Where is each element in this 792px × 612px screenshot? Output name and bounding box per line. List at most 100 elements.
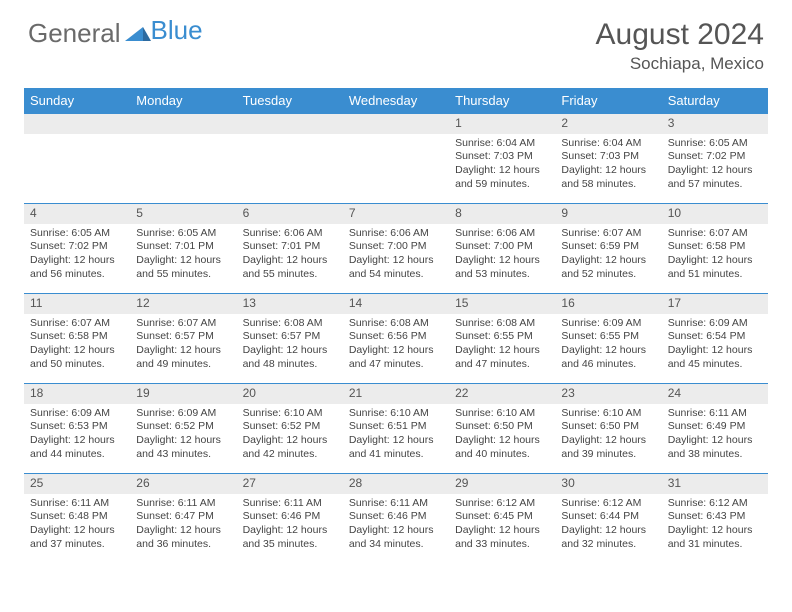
sunset: Sunset: 6:57 PM (136, 330, 230, 344)
day-number: 28 (343, 474, 449, 494)
day-header: Sunday (24, 88, 130, 114)
sunset: Sunset: 6:59 PM (561, 240, 655, 254)
calendar-head: SundayMondayTuesdayWednesdayThursdayFrid… (24, 88, 768, 114)
day-header: Wednesday (343, 88, 449, 114)
sunrise: Sunrise: 6:06 AM (243, 227, 337, 241)
calendar-cell: 7Sunrise: 6:06 AMSunset: 7:00 PMDaylight… (343, 204, 449, 294)
sunrise: Sunrise: 6:05 AM (136, 227, 230, 241)
sunrise: Sunrise: 6:11 AM (243, 497, 337, 511)
sunset: Sunset: 6:45 PM (455, 510, 549, 524)
calendar-cell: 30Sunrise: 6:12 AMSunset: 6:44 PMDayligh… (555, 474, 661, 564)
sunset: Sunset: 6:52 PM (136, 420, 230, 434)
cell-body: Sunrise: 6:11 AMSunset: 6:47 PMDaylight:… (130, 494, 236, 556)
sunset: Sunset: 7:01 PM (243, 240, 337, 254)
daylight: Daylight: 12 hours and 42 minutes. (243, 434, 337, 461)
calendar-cell: 16Sunrise: 6:09 AMSunset: 6:55 PMDayligh… (555, 294, 661, 384)
calendar-cell: 5Sunrise: 6:05 AMSunset: 7:01 PMDaylight… (130, 204, 236, 294)
logo: General Blue (28, 18, 203, 49)
sunrise: Sunrise: 6:09 AM (136, 407, 230, 421)
cell-body: Sunrise: 6:04 AMSunset: 7:03 PMDaylight:… (555, 134, 661, 196)
cell-body: Sunrise: 6:12 AMSunset: 6:45 PMDaylight:… (449, 494, 555, 556)
cell-body: Sunrise: 6:12 AMSunset: 6:44 PMDaylight:… (555, 494, 661, 556)
daylight: Daylight: 12 hours and 51 minutes. (668, 254, 762, 281)
daylight: Daylight: 12 hours and 59 minutes. (455, 164, 549, 191)
day-number: 16 (555, 294, 661, 314)
sunset: Sunset: 7:00 PM (455, 240, 549, 254)
daylight: Daylight: 12 hours and 47 minutes. (349, 344, 443, 371)
calendar-cell: 12Sunrise: 6:07 AMSunset: 6:57 PMDayligh… (130, 294, 236, 384)
day-number: 19 (130, 384, 236, 404)
cell-body: Sunrise: 6:10 AMSunset: 6:51 PMDaylight:… (343, 404, 449, 466)
sunset: Sunset: 6:54 PM (668, 330, 762, 344)
day-number: 3 (662, 114, 768, 134)
sunrise: Sunrise: 6:10 AM (455, 407, 549, 421)
cell-body: Sunrise: 6:07 AMSunset: 6:59 PMDaylight:… (555, 224, 661, 286)
sunset: Sunset: 6:56 PM (349, 330, 443, 344)
day-number: 4 (24, 204, 130, 224)
daylight: Daylight: 12 hours and 45 minutes. (668, 344, 762, 371)
calendar-cell: 3Sunrise: 6:05 AMSunset: 7:02 PMDaylight… (662, 114, 768, 204)
daylight: Daylight: 12 hours and 58 minutes. (561, 164, 655, 191)
daylight: Daylight: 12 hours and 39 minutes. (561, 434, 655, 461)
sunset: Sunset: 6:47 PM (136, 510, 230, 524)
day-number-empty (343, 114, 449, 134)
day-number: 27 (237, 474, 343, 494)
month-title: August 2024 (596, 18, 764, 52)
cell-body: Sunrise: 6:09 AMSunset: 6:52 PMDaylight:… (130, 404, 236, 466)
daylight: Daylight: 12 hours and 43 minutes. (136, 434, 230, 461)
sunrise: Sunrise: 6:07 AM (136, 317, 230, 331)
sunrise: Sunrise: 6:11 AM (136, 497, 230, 511)
day-number: 30 (555, 474, 661, 494)
day-number: 22 (449, 384, 555, 404)
cell-body: Sunrise: 6:08 AMSunset: 6:56 PMDaylight:… (343, 314, 449, 376)
sunrise: Sunrise: 6:07 AM (668, 227, 762, 241)
sunset: Sunset: 6:52 PM (243, 420, 337, 434)
daylight: Daylight: 12 hours and 55 minutes. (243, 254, 337, 281)
day-number-empty (24, 114, 130, 134)
calendar-cell: 20Sunrise: 6:10 AMSunset: 6:52 PMDayligh… (237, 384, 343, 474)
calendar-cell: 19Sunrise: 6:09 AMSunset: 6:52 PMDayligh… (130, 384, 236, 474)
calendar-table: SundayMondayTuesdayWednesdayThursdayFrid… (24, 88, 768, 564)
sunrise: Sunrise: 6:04 AM (455, 137, 549, 151)
sunset: Sunset: 6:58 PM (30, 330, 124, 344)
sunrise: Sunrise: 6:11 AM (349, 497, 443, 511)
daylight: Daylight: 12 hours and 50 minutes. (30, 344, 124, 371)
day-number: 7 (343, 204, 449, 224)
calendar-cell: 17Sunrise: 6:09 AMSunset: 6:54 PMDayligh… (662, 294, 768, 384)
sunset: Sunset: 7:03 PM (455, 150, 549, 164)
daylight: Daylight: 12 hours and 38 minutes. (668, 434, 762, 461)
day-number: 10 (662, 204, 768, 224)
sunset: Sunset: 7:00 PM (349, 240, 443, 254)
calendar-cell: 2Sunrise: 6:04 AMSunset: 7:03 PMDaylight… (555, 114, 661, 204)
daylight: Daylight: 12 hours and 31 minutes. (668, 524, 762, 551)
day-number-empty (237, 114, 343, 134)
calendar-cell: 4Sunrise: 6:05 AMSunset: 7:02 PMDaylight… (24, 204, 130, 294)
calendar-cell (130, 114, 236, 204)
sunrise: Sunrise: 6:05 AM (30, 227, 124, 241)
cell-body: Sunrise: 6:09 AMSunset: 6:54 PMDaylight:… (662, 314, 768, 376)
calendar-week: 11Sunrise: 6:07 AMSunset: 6:58 PMDayligh… (24, 294, 768, 384)
calendar-cell: 15Sunrise: 6:08 AMSunset: 6:55 PMDayligh… (449, 294, 555, 384)
sunset: Sunset: 6:44 PM (561, 510, 655, 524)
calendar-cell: 1Sunrise: 6:04 AMSunset: 7:03 PMDaylight… (449, 114, 555, 204)
day-number: 12 (130, 294, 236, 314)
calendar-cell: 21Sunrise: 6:10 AMSunset: 6:51 PMDayligh… (343, 384, 449, 474)
daylight: Daylight: 12 hours and 53 minutes. (455, 254, 549, 281)
cell-body: Sunrise: 6:05 AMSunset: 7:01 PMDaylight:… (130, 224, 236, 286)
sunset: Sunset: 6:51 PM (349, 420, 443, 434)
calendar-cell: 28Sunrise: 6:11 AMSunset: 6:46 PMDayligh… (343, 474, 449, 564)
day-number: 25 (24, 474, 130, 494)
sunrise: Sunrise: 6:12 AM (668, 497, 762, 511)
sunrise: Sunrise: 6:08 AM (455, 317, 549, 331)
calendar-cell: 22Sunrise: 6:10 AMSunset: 6:50 PMDayligh… (449, 384, 555, 474)
cell-body: Sunrise: 6:09 AMSunset: 6:55 PMDaylight:… (555, 314, 661, 376)
day-number-empty (130, 114, 236, 134)
sunset: Sunset: 6:43 PM (668, 510, 762, 524)
calendar-cell: 29Sunrise: 6:12 AMSunset: 6:45 PMDayligh… (449, 474, 555, 564)
day-number: 18 (24, 384, 130, 404)
sunrise: Sunrise: 6:09 AM (561, 317, 655, 331)
daylight: Daylight: 12 hours and 44 minutes. (30, 434, 124, 461)
sunset: Sunset: 6:50 PM (455, 420, 549, 434)
header: General Blue August 2024 Sochiapa, Mexic… (0, 0, 792, 80)
calendar-body: 1Sunrise: 6:04 AMSunset: 7:03 PMDaylight… (24, 114, 768, 564)
